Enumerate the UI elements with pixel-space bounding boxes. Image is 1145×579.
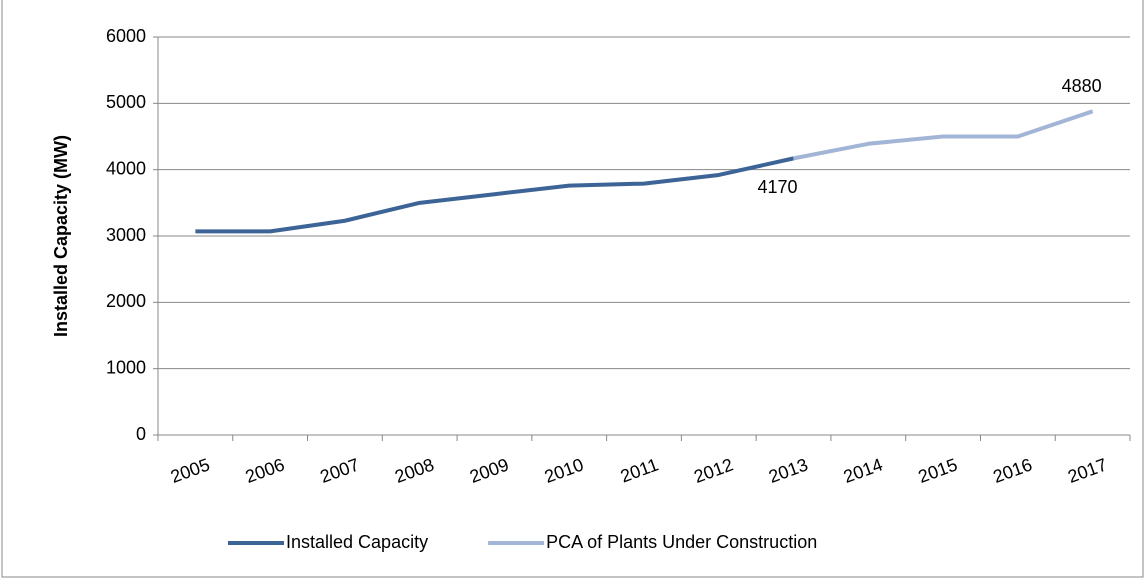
- data-label: 4880: [1062, 76, 1102, 96]
- legend-label: Installed Capacity: [286, 532, 428, 552]
- x-tick-label: 2007: [317, 454, 361, 486]
- x-tick-label: 2006: [243, 454, 287, 486]
- y-tick-label: 0: [136, 424, 146, 444]
- y-tick-label: 4000: [106, 158, 146, 178]
- data-label: 4170: [758, 177, 798, 197]
- x-tick-label: 2009: [467, 454, 511, 486]
- x-tick-label: 2014: [841, 454, 885, 486]
- data-line: [793, 109, 1094, 161]
- y-tick-label: 1000: [106, 357, 146, 377]
- y-tick-label: 3000: [106, 225, 146, 245]
- y-tick-label: 2000: [106, 291, 146, 311]
- x-tick-label: 2008: [392, 454, 436, 486]
- x-tick-label: 2005: [168, 454, 212, 486]
- y-tick-label: 5000: [106, 92, 146, 112]
- x-tick-label: 2017: [1065, 454, 1109, 486]
- x-tick-label: 2010: [542, 454, 586, 486]
- y-axis-label: Installed Capacity (MW): [51, 135, 71, 337]
- x-tick-label: 2013: [766, 454, 810, 486]
- x-tick-label: 2012: [691, 454, 735, 486]
- data-line: [195, 156, 794, 234]
- x-tick-label: 2011: [618, 454, 661, 486]
- x-tick-label: 2016: [990, 454, 1034, 486]
- y-tick-label: 6000: [106, 26, 146, 46]
- x-tick-label: 2015: [916, 454, 960, 486]
- legend-label: PCA of Plants Under Construction: [546, 532, 817, 552]
